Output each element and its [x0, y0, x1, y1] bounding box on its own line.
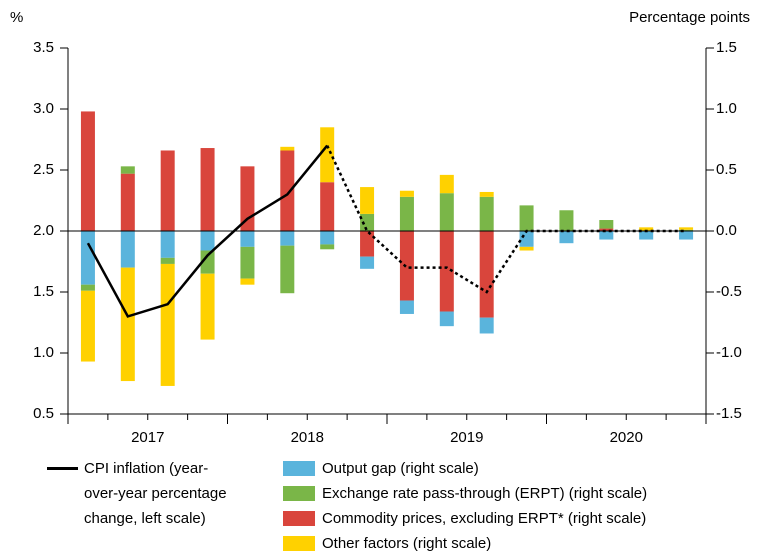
y2-tick-label: 0.0	[716, 222, 737, 239]
bar-segment	[479, 317, 494, 334]
bar-segment	[519, 231, 534, 247]
bar-segment	[479, 231, 494, 318]
legend-label: Commodity prices, excluding ERPT* (right…	[322, 510, 647, 527]
cpi-line	[86, 144, 329, 318]
bar-segment	[399, 190, 414, 197]
bar-segment	[599, 231, 614, 240]
x-tick-label: 2018	[291, 429, 324, 446]
bar-segment	[320, 182, 335, 231]
bar-segment	[280, 231, 295, 246]
bar-segment	[439, 311, 454, 327]
x-tick-label: 2017	[131, 429, 164, 446]
y2-tick-label: 1.5	[716, 39, 737, 56]
bar-segment	[280, 150, 295, 231]
bar-segment	[200, 148, 215, 231]
y2-tick-label: 1.0	[716, 100, 737, 117]
bar-segment	[639, 231, 654, 240]
bar-segment	[519, 205, 534, 231]
bar-segment	[519, 246, 534, 251]
y-tick-label: 2.0	[33, 222, 54, 239]
legend-swatch	[283, 536, 315, 551]
y2-axis-label: Percentage points	[629, 9, 750, 26]
y2-tick-label: 0.5	[716, 161, 737, 178]
bar-segment	[120, 173, 135, 231]
bar-segment	[240, 278, 255, 285]
bar-segment	[200, 273, 215, 340]
bar-segment	[80, 290, 95, 362]
cpi-line-projection	[326, 145, 687, 294]
legend-label: Exchange rate pass-through (ERPT) (right…	[322, 485, 648, 502]
bar-segment	[240, 231, 255, 247]
bar-segment	[80, 111, 95, 231]
bar-segment	[360, 213, 375, 231]
bar-segment	[599, 228, 614, 231]
legend-label: Other factors (right scale)	[322, 535, 492, 552]
legend-swatch	[283, 486, 315, 501]
bar-segment	[240, 166, 255, 231]
bar-segment	[439, 174, 454, 194]
bar-segment	[80, 284, 95, 291]
bar-segment	[679, 231, 694, 240]
bar-segment	[439, 193, 454, 231]
bar-segment	[360, 256, 375, 269]
y-tick-label: 1.0	[33, 344, 54, 361]
legend-swatch	[283, 511, 315, 526]
bar-segment	[120, 267, 135, 382]
bar-segment	[120, 231, 135, 268]
y-tick-label: 2.5	[33, 161, 54, 178]
bar-segment	[479, 191, 494, 197]
bar-segment	[439, 231, 454, 312]
bar-segment	[240, 246, 255, 279]
bar-segment	[479, 196, 494, 231]
y-tick-label: 1.5	[33, 283, 54, 300]
bar-segment	[160, 231, 175, 258]
y-tick-label: 0.5	[33, 405, 54, 422]
bar-segment	[599, 220, 614, 229]
bar-segment	[320, 231, 335, 245]
bar-segment	[160, 257, 175, 264]
y-tick-label: 3.0	[33, 100, 54, 117]
y2-tick-label: -1.5	[716, 405, 742, 422]
legend-swatch	[283, 461, 315, 476]
bar-segment	[559, 231, 574, 244]
y2-tick-label: -1.0	[716, 344, 742, 361]
bar-segment	[360, 231, 375, 257]
bar-segment	[320, 244, 335, 250]
bar-segment	[399, 196, 414, 231]
bar-segment	[679, 229, 694, 231]
legend-label: CPI inflation (year-over-year percentage…	[84, 460, 227, 527]
bar-segment	[559, 210, 574, 231]
bar-segment	[360, 187, 375, 214]
bar-segment	[200, 250, 215, 274]
bar-segment	[399, 231, 414, 301]
y-tick-label: 3.5	[33, 39, 54, 56]
bar-segment	[639, 227, 654, 231]
y2-tick-label: -0.5	[716, 283, 742, 300]
bar-segment	[320, 127, 335, 183]
legend-label: Output gap (right scale)	[322, 460, 479, 477]
bar-segment	[280, 245, 295, 294]
bar-segment	[120, 166, 135, 174]
bar-segment	[399, 300, 414, 314]
y-axis-label: %	[10, 9, 23, 26]
legend-line	[47, 467, 78, 470]
bar-segment	[160, 150, 175, 231]
bar-segment	[160, 263, 175, 386]
x-tick-label: 2019	[450, 429, 483, 446]
bar-segment	[280, 146, 295, 151]
bar-segment	[80, 231, 95, 285]
bar-segment	[200, 231, 215, 251]
x-tick-label: 2020	[610, 429, 643, 446]
bar-segment	[679, 227, 694, 230]
